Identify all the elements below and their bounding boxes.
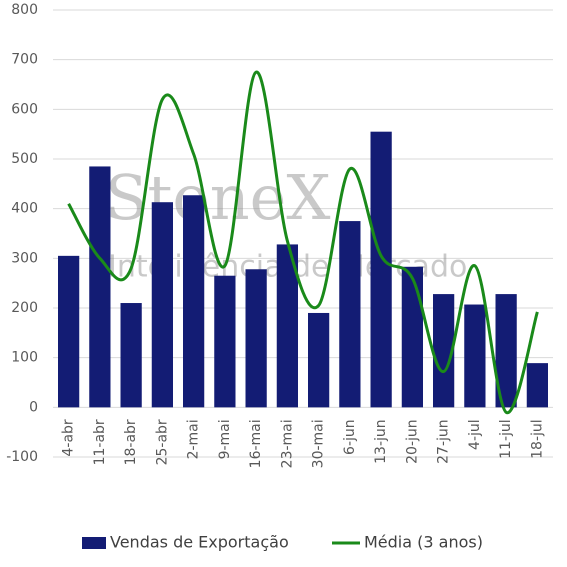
x-tick-label: 4-abr — [61, 419, 77, 456]
y-tick-label: 600 — [11, 101, 38, 117]
bar — [526, 363, 548, 408]
x-tick-label: 27-jun — [436, 419, 452, 464]
x-tick-label: 9-mai — [217, 419, 233, 459]
x-tick-label: 16-mai — [248, 419, 264, 468]
x-tick-label: 20-jun — [404, 419, 420, 464]
bar — [308, 312, 330, 408]
x-tick-label: 25-abr — [154, 419, 170, 465]
y-tick-label: -100 — [6, 449, 38, 465]
bar — [464, 304, 486, 408]
x-tick-label: 2-mai — [186, 419, 202, 459]
x-tick-label: 23-mai — [279, 419, 295, 468]
legend-label: Vendas de Exportação — [110, 533, 289, 552]
y-tick-label: 500 — [11, 151, 38, 167]
bar — [370, 131, 392, 408]
bar — [339, 221, 361, 408]
y-tick-label: 300 — [11, 250, 38, 266]
y-tick-label: 0 — [29, 399, 38, 415]
bar — [183, 195, 205, 408]
bar — [120, 303, 142, 408]
y-tick-label: 400 — [11, 201, 38, 217]
x-tick-label: 4-jul — [467, 419, 483, 450]
x-tick-label: 18-abr — [123, 419, 139, 465]
bar — [495, 294, 517, 408]
legend-label: Média (3 anos) — [364, 533, 483, 552]
watermark-title: StoneX — [105, 161, 330, 234]
bar — [401, 266, 423, 408]
bar — [214, 275, 236, 408]
x-tick-label: 18-jul — [529, 419, 545, 459]
x-tick-label: 11-jul — [498, 419, 514, 459]
y-tick-label: 700 — [11, 52, 38, 68]
legend-swatch — [82, 537, 106, 549]
x-tick-label: 13-jun — [373, 419, 389, 464]
bar — [151, 202, 173, 408]
y-tick-label: 200 — [11, 300, 38, 316]
bar — [276, 244, 298, 408]
bar — [433, 294, 455, 408]
bar — [89, 166, 111, 408]
bar — [245, 269, 267, 408]
x-tick-label: 11-abr — [92, 419, 108, 465]
x-tick-label: 6-jun — [342, 419, 358, 455]
y-tick-label: 800 — [11, 2, 38, 18]
y-tick-label: 100 — [11, 350, 38, 366]
x-tick-label: 30-mai — [311, 419, 327, 468]
line — [67, 70, 539, 414]
bar — [58, 255, 80, 408]
